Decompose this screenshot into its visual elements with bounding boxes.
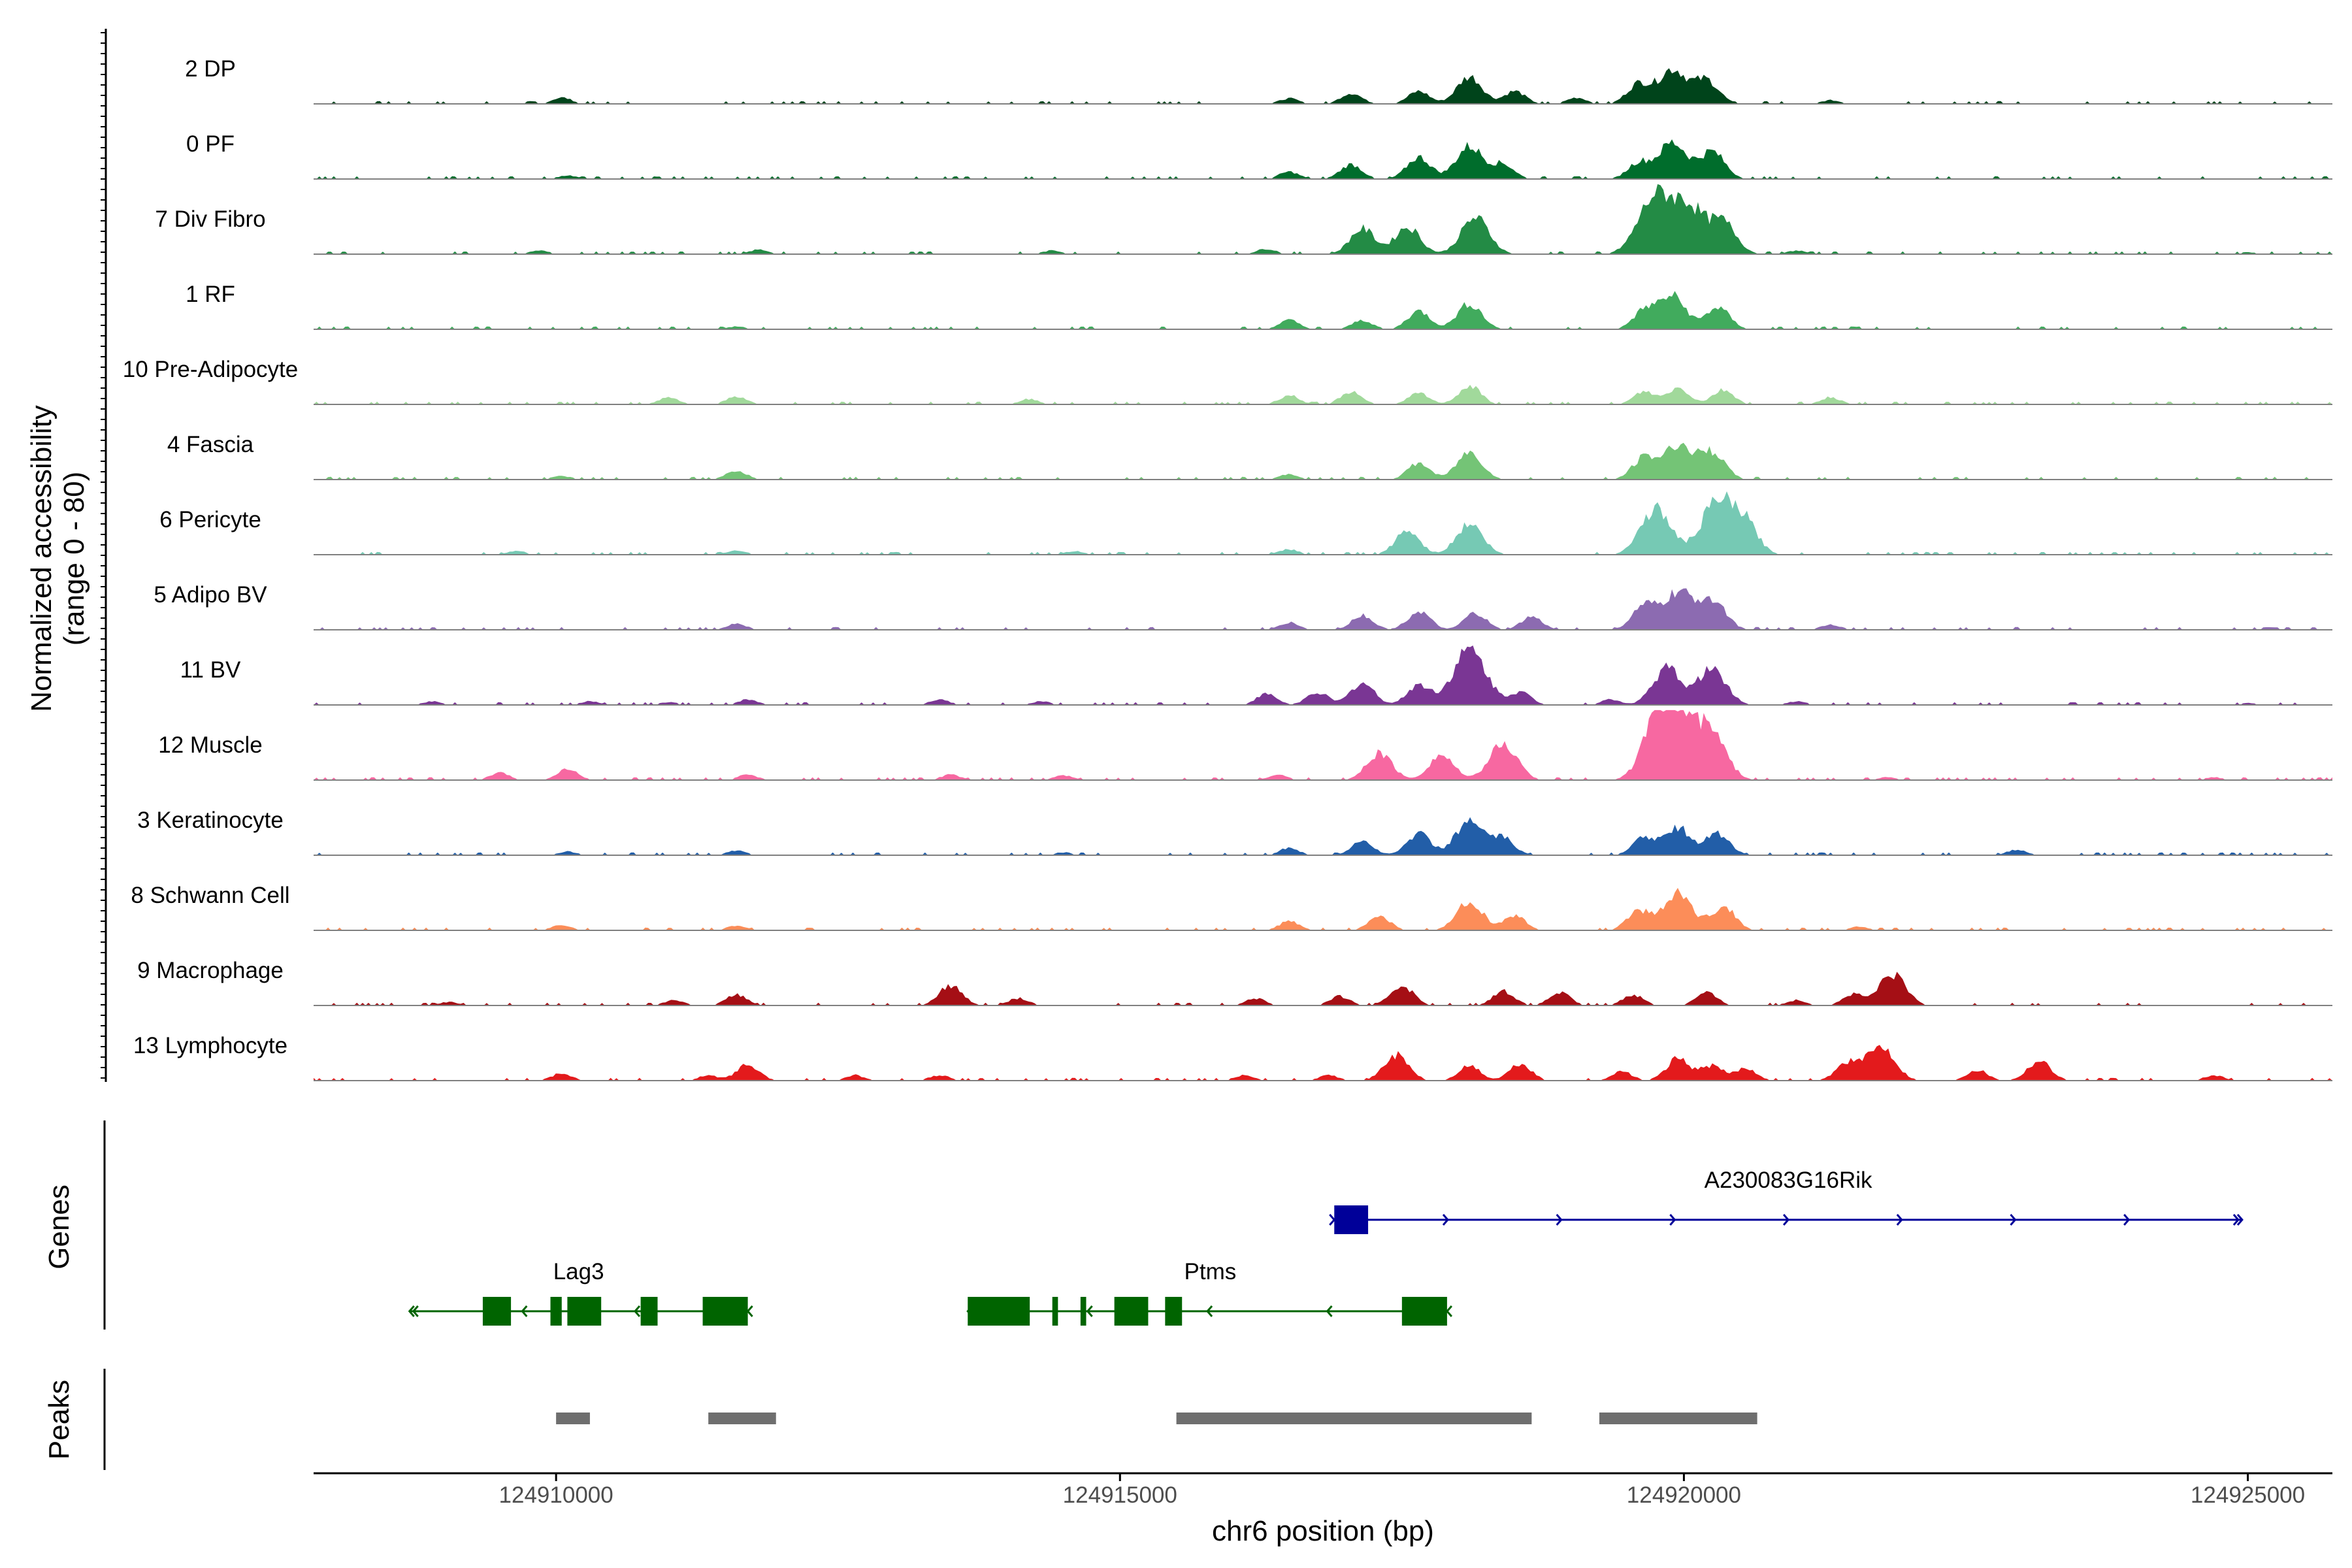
gene-model: Lag3 bbox=[408, 1259, 753, 1326]
coverage-area bbox=[314, 291, 2332, 329]
strand-arrow bbox=[1556, 1214, 1563, 1226]
x-tick-label: 124920000 bbox=[1627, 1482, 1741, 1508]
strand-arrow bbox=[1329, 1214, 1336, 1226]
track-label: 4 Fascia bbox=[167, 432, 254, 457]
gene-label: A230083G16Rik bbox=[1705, 1168, 1872, 1193]
coverage-track: 3 Keratinocyte bbox=[137, 808, 2332, 856]
strand-arrow bbox=[1896, 1214, 1903, 1226]
gene-exon bbox=[1165, 1297, 1183, 1326]
coverage-track: 10 Pre-Adipocyte bbox=[123, 357, 2332, 405]
track-label: 6 Pericyte bbox=[159, 507, 261, 532]
x-axis-ticks: 124910000 124915000 124920000 124925000 bbox=[499, 1473, 2305, 1508]
strand-arrow bbox=[1445, 1305, 1453, 1317]
coverage-area bbox=[314, 139, 2332, 179]
coverage-track: 4 Fascia bbox=[167, 432, 2332, 480]
coverage-track: 2 DP bbox=[185, 56, 2332, 105]
strand-arrow bbox=[1086, 1305, 1093, 1317]
coverage-y-ticks bbox=[101, 32, 106, 1079]
coverage-track: 13 Lymphocyte bbox=[133, 1033, 2332, 1081]
peak-region bbox=[1599, 1413, 1757, 1424]
x-tick-label: 124910000 bbox=[499, 1482, 613, 1508]
coverage-area bbox=[314, 588, 2332, 630]
gene-label: Ptms bbox=[1184, 1259, 1237, 1284]
coverage-track: 7 Div Fibro bbox=[155, 184, 2332, 255]
track-label: 9 Macrophage bbox=[137, 958, 284, 983]
coverage-area bbox=[314, 710, 2332, 780]
gene-model: A230083G16Rik bbox=[1329, 1168, 2244, 1234]
peak-regions-track bbox=[556, 1413, 1757, 1424]
strand-arrow bbox=[2010, 1214, 2017, 1226]
strand-arrow bbox=[2236, 1214, 2244, 1226]
x-axis-title: chr6 position (bp) bbox=[1212, 1515, 1434, 1547]
gene-model: Ptms bbox=[966, 1259, 1453, 1326]
gene-exon bbox=[968, 1297, 1030, 1326]
track-label: 11 BV bbox=[180, 657, 241, 683]
track-label: 5 Adipo BV bbox=[154, 582, 267, 608]
coverage-area bbox=[314, 442, 2332, 480]
strand-arrow bbox=[412, 1305, 419, 1317]
y-axis-title-line1: Normalized accessibility bbox=[25, 405, 57, 711]
coverage-track: 1 RF bbox=[186, 282, 2332, 330]
coverage-area bbox=[314, 491, 2332, 555]
x-tick-label: 124915000 bbox=[1063, 1482, 1177, 1508]
coverage-tracks: 2 DP 0 PF 7 Div Fibro 1 RF 10 Pre-Adipocyte 4… bbox=[123, 56, 2332, 1081]
y-axis-title: Normalized accessibility (range 0 - 80) bbox=[25, 405, 90, 711]
track-label: 0 PF bbox=[186, 131, 235, 157]
gene-exon bbox=[550, 1297, 562, 1326]
coverage-area bbox=[314, 817, 2332, 855]
track-label: 10 Pre-Adipocyte bbox=[123, 357, 298, 382]
gene-exon bbox=[702, 1297, 748, 1326]
coverage-area bbox=[314, 972, 2332, 1005]
gene-exon bbox=[1080, 1297, 1086, 1326]
coverage-track: 6 Pericyte bbox=[159, 491, 2332, 555]
gene-exon bbox=[640, 1297, 658, 1326]
strand-arrow bbox=[408, 1305, 415, 1317]
peak-region bbox=[556, 1413, 590, 1424]
strand-arrow bbox=[1782, 1214, 1790, 1226]
coverage-track: 11 BV bbox=[180, 645, 2332, 706]
peaks-panel-label: Peaks bbox=[43, 1380, 75, 1460]
coverage-track: 5 Adipo BV bbox=[154, 582, 2332, 630]
strand-arrow bbox=[1206, 1305, 1213, 1317]
gene-annotation-track: A230083G16Rik Lag3 Ptms bbox=[408, 1168, 2244, 1326]
coverage-area bbox=[314, 888, 2332, 930]
coverage-area bbox=[314, 385, 2332, 404]
x-tick-label: 124925000 bbox=[2191, 1482, 2305, 1508]
coverage-area bbox=[314, 68, 2332, 104]
gene-exon bbox=[567, 1297, 602, 1326]
coverage-track: 12 Muscle bbox=[158, 710, 2332, 781]
gene-exon bbox=[482, 1297, 512, 1326]
track-label: 12 Muscle bbox=[158, 732, 263, 758]
track-label: 13 Lymphocyte bbox=[133, 1033, 287, 1058]
strand-arrow bbox=[1326, 1305, 1333, 1317]
coverage-area bbox=[314, 1045, 2332, 1081]
gene-exon bbox=[1334, 1205, 1369, 1234]
strand-arrow bbox=[2123, 1214, 2131, 1226]
track-label: 1 RF bbox=[186, 282, 235, 307]
y-axis-title-line2: (range 0 - 80) bbox=[58, 472, 90, 646]
coverage-area bbox=[314, 645, 2332, 705]
gene-exon bbox=[1052, 1297, 1058, 1326]
strand-arrow bbox=[2232, 1214, 2240, 1226]
coverage-track: 8 Schwann Cell bbox=[131, 883, 2332, 931]
strand-arrow bbox=[633, 1305, 641, 1317]
strand-arrow bbox=[521, 1305, 528, 1317]
track-label: 7 Div Fibro bbox=[155, 206, 265, 232]
gene-exon bbox=[1401, 1297, 1447, 1326]
track-label: 8 Schwann Cell bbox=[131, 883, 289, 908]
track-label: 2 DP bbox=[185, 56, 236, 82]
track-label: 3 Keratinocyte bbox=[137, 808, 284, 833]
coverage-track: 9 Macrophage bbox=[137, 958, 2332, 1006]
gene-exon bbox=[1114, 1297, 1149, 1326]
peak-region bbox=[708, 1413, 776, 1424]
genes-panel-label: Genes bbox=[43, 1184, 75, 1269]
peak-region bbox=[1176, 1413, 1532, 1424]
strand-arrow bbox=[746, 1305, 753, 1317]
strand-arrow bbox=[1669, 1214, 1676, 1226]
strand-arrow bbox=[1442, 1214, 1449, 1226]
gene-label: Lag3 bbox=[553, 1259, 604, 1284]
coverage-track: 0 PF bbox=[186, 131, 2332, 180]
coverage-area bbox=[314, 184, 2332, 254]
